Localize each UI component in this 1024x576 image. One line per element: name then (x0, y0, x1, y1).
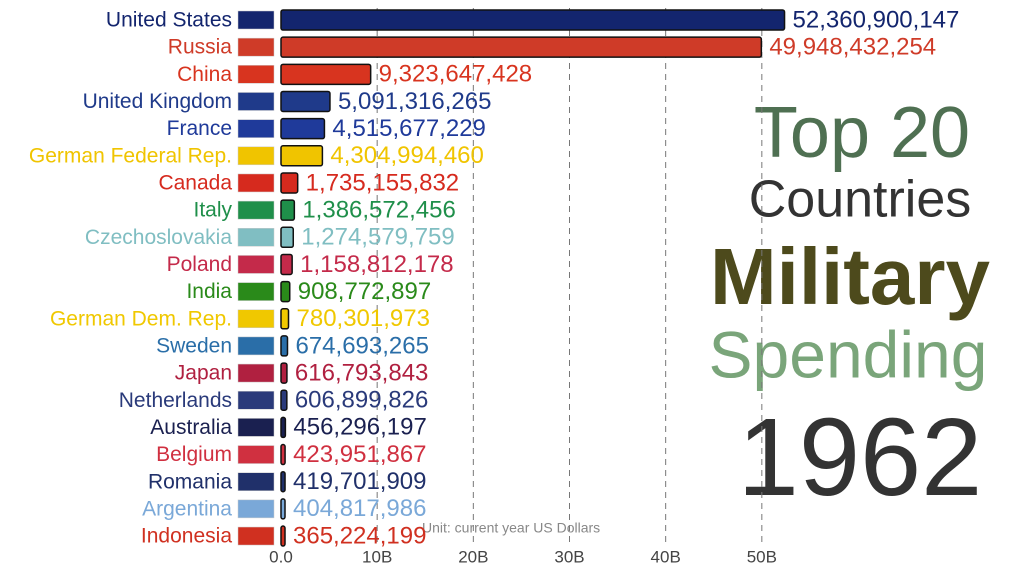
category-label: Belgium (156, 443, 232, 466)
value-label: 419,701,909 (293, 468, 426, 495)
bar (280, 36, 763, 58)
value-label: 49,948,432,254 (769, 34, 936, 61)
flag (237, 173, 275, 193)
flag (237, 200, 275, 220)
category-label: Argentina (142, 497, 232, 520)
flag (237, 10, 275, 30)
bar (280, 389, 288, 411)
category-label: United Kingdom (83, 90, 232, 113)
flag (237, 228, 275, 247)
bar (280, 335, 289, 357)
flag (237, 37, 275, 57)
x-tick-label: 20B (458, 547, 488, 566)
x-tick-label: 10B (362, 547, 392, 566)
category-label: Netherlands (119, 389, 232, 412)
annotation: Unit: current year US Dollars (422, 520, 600, 536)
flag (237, 418, 275, 437)
bar (280, 172, 299, 194)
bar (280, 416, 287, 439)
category-label: China (177, 63, 232, 86)
value-label: 616,793,843 (295, 359, 428, 386)
category-label: Indonesia (141, 525, 232, 548)
bar (280, 117, 326, 140)
category-label: Canada (158, 172, 232, 195)
category-label: India (186, 280, 232, 303)
flag (237, 363, 275, 383)
value-label: 908,772,897 (298, 278, 431, 305)
bar (280, 498, 286, 520)
flag (237, 390, 275, 410)
category-label: United States (106, 9, 232, 32)
category-label: German Federal Rep. (29, 144, 232, 167)
x-tick-label: 0.0 (269, 547, 293, 566)
x-tick-label: 50B (747, 547, 777, 566)
category-label: France (167, 117, 232, 140)
title-line: Military (710, 232, 991, 321)
category-label: Romania (148, 470, 232, 493)
category-label: Russia (168, 36, 233, 59)
bar (280, 9, 786, 31)
bar (280, 308, 290, 330)
flag (237, 282, 275, 301)
year: 1962 (738, 396, 983, 519)
x-tick-label: 30B (554, 547, 584, 566)
bar (280, 362, 288, 384)
value-label: 4,515,677,229 (332, 115, 485, 142)
value-label: 404,817,986 (293, 495, 426, 522)
value-label: 52,360,900,147 (793, 6, 960, 33)
flag (237, 499, 275, 519)
x-tick-label: 40B (651, 547, 681, 566)
category-label: Italy (193, 199, 232, 222)
value-label: 1,386,572,456 (302, 196, 455, 223)
bar (280, 470, 286, 493)
bar (280, 90, 331, 113)
flag (237, 526, 275, 546)
flag (237, 146, 275, 166)
value-label: 674,693,265 (295, 332, 428, 359)
title-line: Countries (749, 171, 972, 229)
flag (237, 65, 275, 84)
flag (237, 255, 275, 274)
value-label: 5,091,316,265 (338, 88, 491, 115)
value-label: 606,899,826 (295, 387, 428, 414)
flag (237, 336, 275, 356)
value-label: 423,951,867 (293, 441, 426, 468)
bar (280, 443, 286, 466)
category-label: German Dem. Rep. (50, 307, 232, 330)
bar (280, 199, 296, 221)
category-label: Czechoslovakia (85, 226, 232, 249)
bar (280, 525, 286, 547)
bar (280, 145, 324, 167)
flag (237, 445, 275, 464)
category-label: Poland (167, 253, 232, 276)
category-label: Sweden (156, 334, 232, 357)
value-label: 4,304,994,460 (330, 142, 483, 169)
value-label: 1,158,812,178 (300, 251, 453, 278)
flag (237, 92, 275, 111)
value-label: 780,301,973 (297, 305, 430, 332)
value-label: 9,323,647,428 (379, 61, 532, 88)
flag (237, 472, 275, 491)
title-line: Top 20 (754, 93, 970, 173)
category-label: Australia (150, 416, 232, 439)
bar (280, 253, 293, 276)
bar (280, 226, 295, 249)
flag (237, 119, 275, 138)
value-label: 365,224,199 (293, 522, 426, 549)
category-label: Japan (175, 362, 232, 385)
title-line: Spending (709, 317, 988, 391)
value-label: 1,735,155,832 (306, 169, 459, 196)
value-label: 1,274,579,759 (301, 224, 454, 251)
flag (237, 309, 275, 329)
bar (280, 280, 291, 303)
value-label: 456,296,197 (293, 414, 426, 441)
bar (280, 63, 372, 86)
